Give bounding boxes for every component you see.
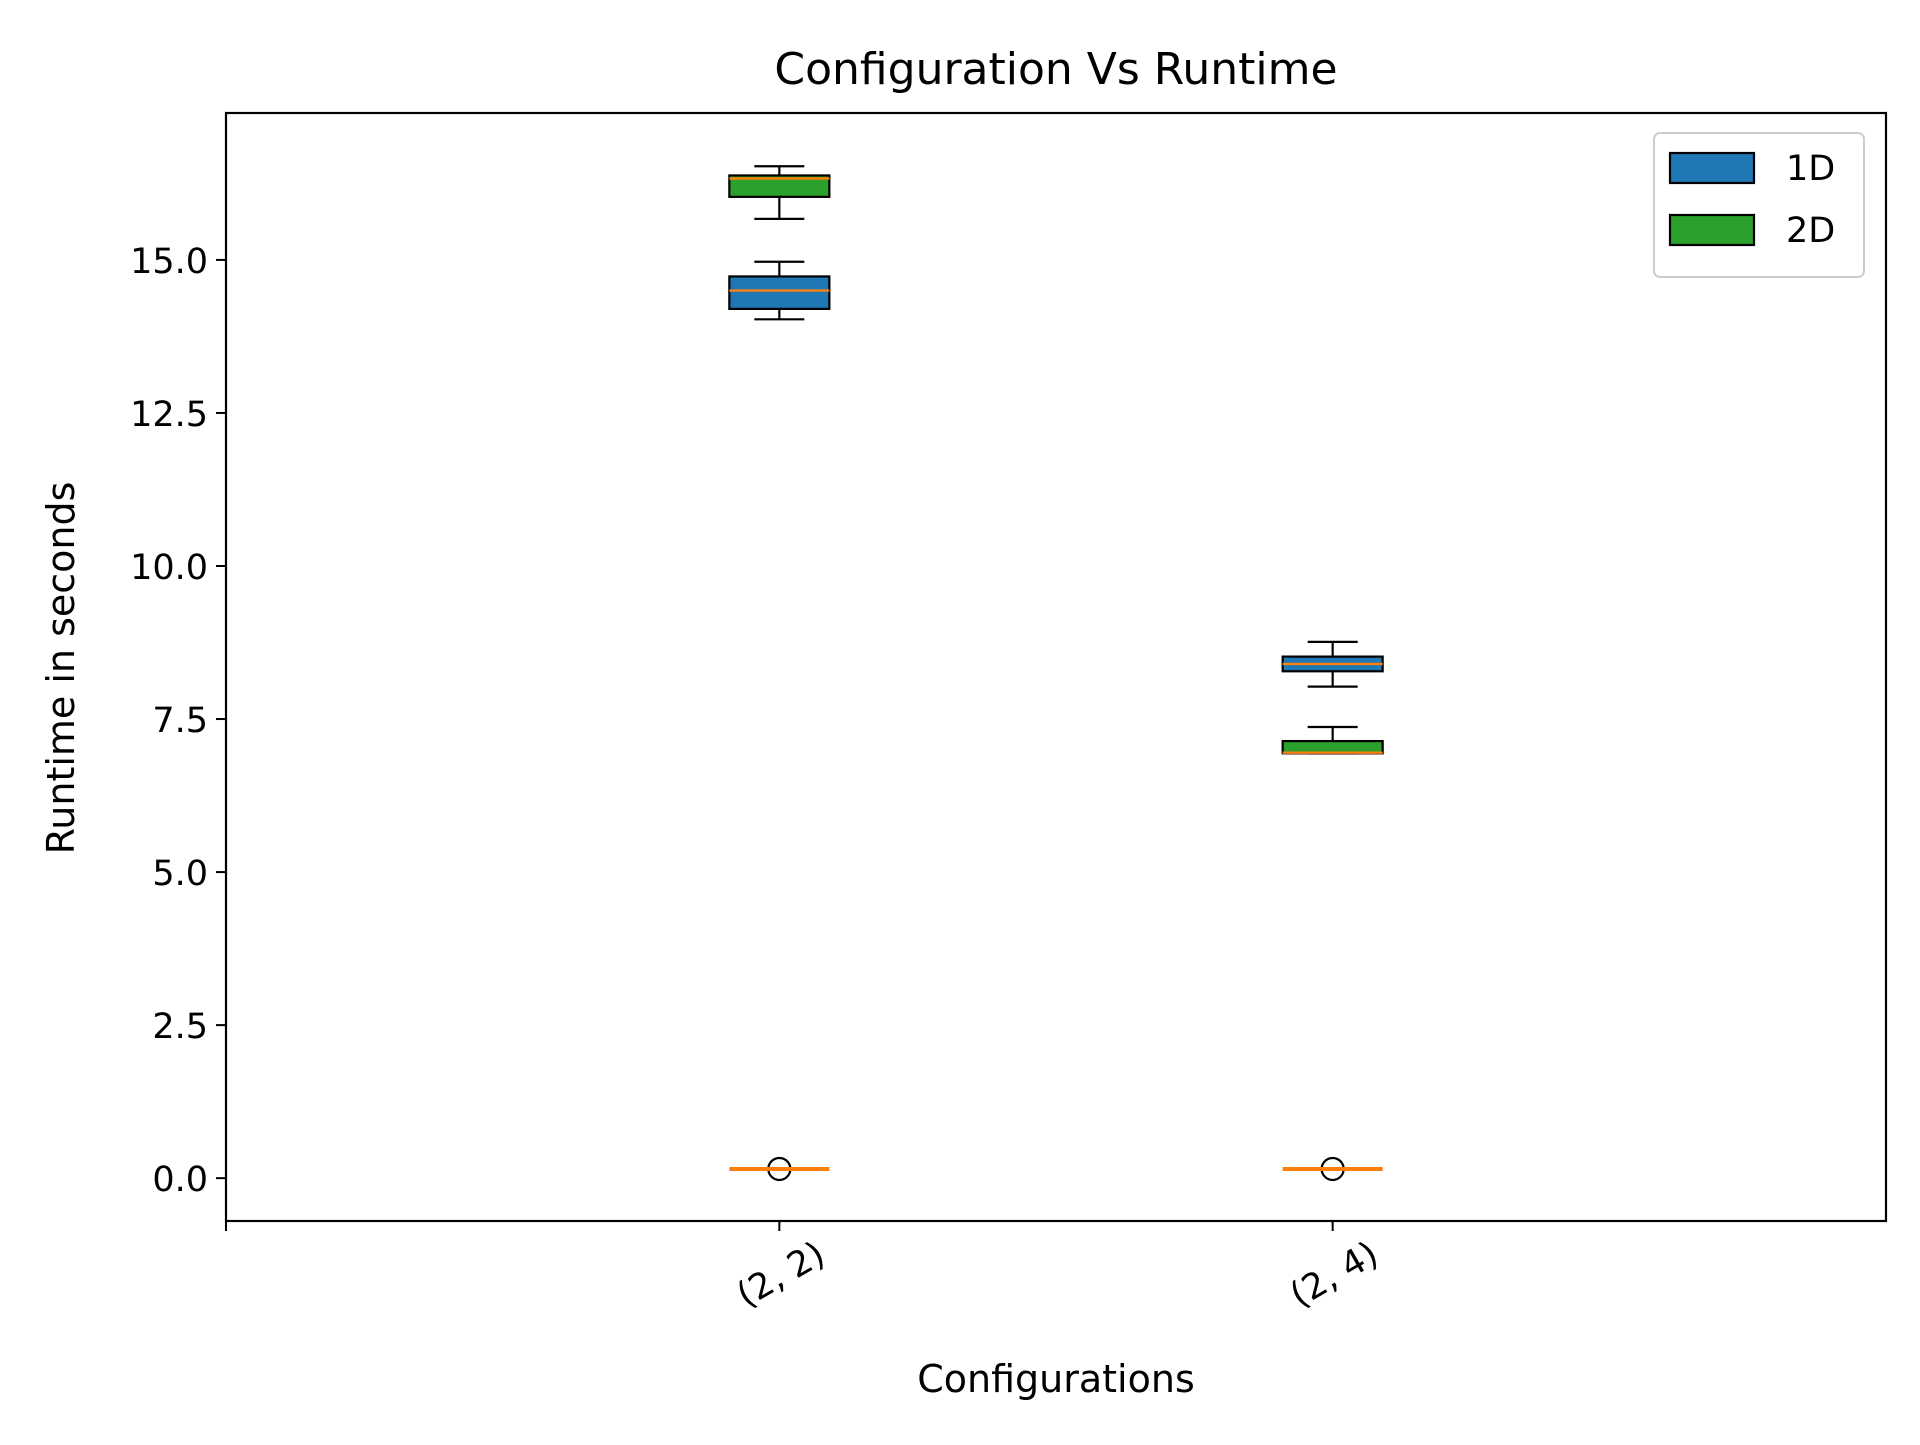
x-axis-label: Configurations xyxy=(917,1357,1195,1401)
legend-swatch-1d xyxy=(1668,151,1756,185)
legend-swatch-2d xyxy=(1668,213,1756,247)
y-tick-label: 0.0 xyxy=(152,1160,208,1200)
box-2d-0 xyxy=(728,165,831,221)
y-tick-label: 15.0 xyxy=(130,242,208,282)
plot-area xyxy=(728,165,1384,1182)
axes-frame xyxy=(224,111,1888,1223)
box-2d-1 xyxy=(1281,725,1384,755)
legend-label-2d: 2D xyxy=(1786,211,1835,251)
legend-label-1d: 1D xyxy=(1786,149,1835,189)
box-series2-1 xyxy=(1282,1156,1383,1182)
y-tick-label: 10.0 xyxy=(130,548,208,588)
box-body xyxy=(728,275,831,310)
y-tick-label: 12.5 xyxy=(130,395,208,435)
box-series2-0 xyxy=(729,1156,830,1182)
box-body xyxy=(728,174,831,198)
box-body xyxy=(1281,739,1384,755)
box-1d-1 xyxy=(1281,640,1384,688)
chart-title: Configuration Vs Runtime xyxy=(774,44,1337,95)
box-1d-0 xyxy=(728,260,831,321)
y-tick-label: 7.5 xyxy=(152,701,208,741)
legend: 1D 2D xyxy=(1653,132,1865,278)
y-axis-label: Runtime in seconds xyxy=(39,482,83,855)
y-tick-label: 2.5 xyxy=(152,1007,208,1047)
y-tick-label: 5.0 xyxy=(152,854,208,894)
